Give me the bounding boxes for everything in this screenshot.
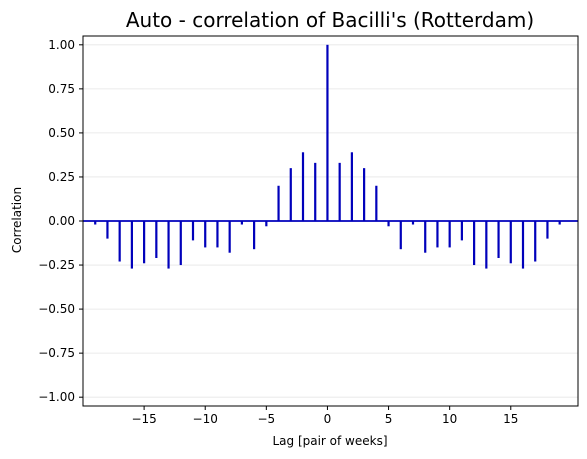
x-tick-label-6: 15 [503, 412, 518, 426]
y-tick-label-7: 0.75 [48, 82, 75, 96]
bar-lag-19 [558, 221, 561, 225]
bar-lag-17 [534, 221, 537, 262]
x-tick-label-0: −15 [131, 412, 156, 426]
bar-lag-16 [521, 221, 525, 269]
y-tick-label-5: 0.25 [48, 170, 75, 184]
bar-lag--1 [314, 162, 317, 221]
bar-lag--14 [155, 221, 158, 258]
bar-lag-9 [436, 221, 439, 248]
y-tick-label-3: −0.25 [38, 258, 75, 272]
bar-lag-11 [460, 221, 463, 241]
bar-lag-4 [375, 185, 378, 221]
bar-lag-8 [424, 221, 427, 253]
bar-lag-14 [497, 221, 500, 258]
bars [94, 44, 561, 269]
bar-lag-1 [338, 162, 341, 221]
x-tick-label-5: 10 [442, 412, 457, 426]
y-tick-label-2: −0.50 [38, 302, 75, 316]
bar-lag--7 [240, 221, 243, 225]
y-axis-ticks: −1.00 −0.75 −0.50 −0.25 0.00 0.25 0.50 0.75 1.00 [38, 38, 83, 404]
bar-lag-10 [448, 221, 451, 248]
bar-lag--16 [130, 221, 133, 269]
bar-lag-7 [411, 221, 415, 225]
bar-lag--4 [277, 185, 280, 221]
bar-lag-13 [485, 221, 488, 269]
bar-lag-2 [350, 152, 353, 221]
bar-lag--10 [204, 221, 207, 248]
y-tick-label-4: 0.00 [48, 214, 75, 228]
bar-lag--5 [265, 221, 268, 227]
bar-lag--13 [167, 221, 170, 269]
y-tick-label-0: −1.00 [38, 390, 75, 404]
bar-lag--9 [216, 221, 219, 248]
y-tick-label-8: 1.00 [48, 38, 75, 52]
bar-lag-6 [399, 221, 402, 250]
bar-lag-18 [546, 221, 549, 239]
bar-lag--12 [179, 221, 182, 266]
bar-lag--15 [143, 221, 146, 264]
x-axis-ticks: −15 −10 −5 0 5 10 15 [131, 406, 518, 426]
bar-lag-5 [387, 221, 390, 227]
y-tick-label-6: 0.50 [48, 126, 75, 140]
bar-lag-15 [509, 221, 512, 264]
bar-lag--2 [301, 152, 305, 221]
x-axis-title: Lag [pair of weeks] [272, 434, 387, 448]
x-tick-label-3: 0 [324, 412, 332, 426]
y-axis-title: Correlation [10, 187, 24, 253]
bar-lag--17 [118, 221, 121, 262]
bar-lag--19 [94, 221, 97, 225]
bar-lag-12 [473, 221, 476, 266]
bar-lag-3 [363, 168, 366, 221]
x-tick-label-4: 5 [385, 412, 393, 426]
bar-lag--3 [289, 168, 292, 221]
y-tick-label-1: −0.75 [38, 346, 75, 360]
bar-lag--8 [228, 221, 231, 253]
bar-lag-0 [326, 44, 329, 221]
chart-title: Auto - correlation of Bacilli's (Rotterd… [126, 8, 534, 32]
x-tick-label-2: −5 [257, 412, 275, 426]
bar-lag--18 [106, 221, 109, 239]
bar-lag--6 [253, 221, 256, 250]
x-tick-label-1: −10 [193, 412, 218, 426]
bar-lag--11 [191, 221, 195, 241]
